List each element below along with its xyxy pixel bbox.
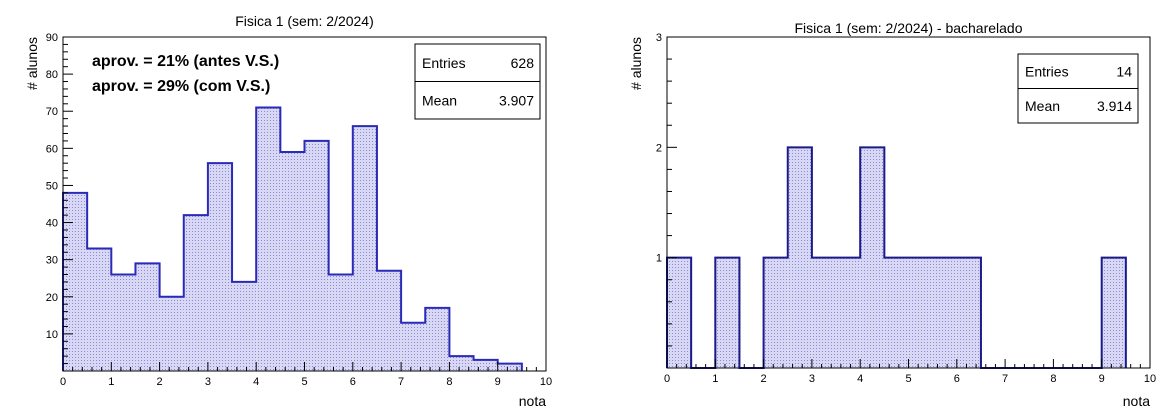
left-bar <box>232 281 257 371</box>
left-x-tick-label: 3 <box>205 376 211 388</box>
left-y-tick-label: 70 <box>46 106 58 118</box>
right-x-tick-label: 1 <box>712 373 718 385</box>
left-stats-entries-label: Entries <box>422 55 466 71</box>
right-chart-title: Fisica 1 (sem: 2/2024) - bacharelado <box>795 20 1023 36</box>
left-chart-title: Fisica 1 (sem: 2/2024) <box>235 13 374 29</box>
left-stats-mean-label: Mean <box>422 92 457 108</box>
left-x-tick-label: 7 <box>398 376 404 388</box>
left-annotation: aprov. = 29% (com V.S.) <box>92 78 270 95</box>
left-y-tick-label: 40 <box>46 218 58 230</box>
left-bar <box>473 359 498 371</box>
left-bar <box>376 270 402 371</box>
left-bar <box>87 248 112 371</box>
right-x-tick-label: 6 <box>954 373 960 385</box>
right-y-tick-label: 1 <box>656 253 662 265</box>
left-y-axis-label: # alunos <box>24 37 40 90</box>
left-bar <box>135 263 160 371</box>
right-bar <box>715 257 740 368</box>
right-stats-mean-value: 3.914 <box>1097 98 1132 114</box>
left-x-tick-label: 8 <box>446 376 452 388</box>
left-x-axis-label: nota <box>519 393 546 409</box>
left-y-tick-label: 10 <box>46 329 58 341</box>
left-bar <box>497 363 522 371</box>
left-y-tick-label: 30 <box>46 255 58 267</box>
left-stats-entries-value: 628 <box>511 55 535 71</box>
left-bar <box>425 307 450 371</box>
left-bar <box>159 296 184 371</box>
right-bar <box>836 257 861 368</box>
left-bar <box>207 163 233 371</box>
left-y-tick-label: 90 <box>46 32 58 44</box>
right-x-tick-label: 10 <box>1144 373 1156 385</box>
left-x-tick-label: 9 <box>495 376 501 388</box>
right-bar <box>956 257 981 368</box>
left-bar <box>280 152 305 371</box>
left-bar <box>256 107 281 371</box>
right-bar <box>787 147 812 368</box>
left-y-tick-label: 60 <box>46 143 58 155</box>
right-x-tick-label: 3 <box>809 373 815 385</box>
right-stats-entries-label: Entries <box>1025 63 1069 79</box>
right-x-tick-label: 2 <box>761 373 767 385</box>
left-stats-mean-value: 3.907 <box>499 92 534 108</box>
right-x-tick-label: 7 <box>1002 373 1008 385</box>
left-bar <box>304 140 329 371</box>
left-x-tick-label: 5 <box>301 376 307 388</box>
right-bar <box>811 257 837 368</box>
left-bar <box>111 274 136 371</box>
right-x-tick-label: 8 <box>1050 373 1056 385</box>
right-x-tick-label: 0 <box>664 373 670 385</box>
right-x-tick-label: 4 <box>857 373 863 385</box>
right-bars <box>667 147 1126 368</box>
right-stats-entries-value: 14 <box>1116 63 1132 79</box>
left-x-tick-label: 0 <box>60 376 66 388</box>
right-bar <box>932 257 957 368</box>
right-x-tick-label: 5 <box>905 373 911 385</box>
left-bar <box>352 126 377 371</box>
right-chart: Fisica 1 (sem: 2/2024) - bacharelado 0 1 2 3… <box>628 20 1156 409</box>
right-y-tick-label: 3 <box>656 32 662 44</box>
left-x-tick-label: 6 <box>350 376 356 388</box>
left-bar <box>328 274 353 371</box>
left-chart: Fisica 1 (sem: 2/2024) 0 1 2 3 4 5 6 7 8 9 10 10 20 30… <box>24 13 552 409</box>
right-bar <box>1101 257 1126 368</box>
right-bar <box>667 257 692 368</box>
right-x-tick-label: 9 <box>1099 373 1105 385</box>
left-bar <box>183 215 208 371</box>
right-bar <box>860 147 885 368</box>
right-x-axis-label: nota <box>1123 393 1150 409</box>
right-bar <box>908 257 933 368</box>
left-series-line <box>62 106 523 371</box>
left-x-tick-label: 1 <box>108 376 114 388</box>
left-x-tick-label: 10 <box>540 376 552 388</box>
right-y-axis-label: # alunos <box>628 37 644 90</box>
left-bar <box>449 356 474 371</box>
left-annotation: aprov. = 21% (antes V.S.) <box>92 53 279 70</box>
left-x-tick-label: 4 <box>253 376 259 388</box>
right-stats-mean-label: Mean <box>1025 98 1060 114</box>
left-bars <box>63 107 522 371</box>
right-stats-box: Entries 14 Mean 3.914 <box>1017 53 1139 124</box>
right-bar <box>884 257 909 368</box>
right-bar <box>763 257 788 368</box>
left-y-tick-label: 80 <box>46 69 58 81</box>
left-stats-box: Entries 628 Mean 3.907 <box>414 43 541 120</box>
left-y-tick-label: 20 <box>46 292 58 304</box>
left-x-tick-label: 2 <box>157 376 163 388</box>
right-y-tick-label: 2 <box>656 142 662 154</box>
left-y-tick-label: 50 <box>46 180 58 192</box>
left-bar <box>401 322 426 371</box>
